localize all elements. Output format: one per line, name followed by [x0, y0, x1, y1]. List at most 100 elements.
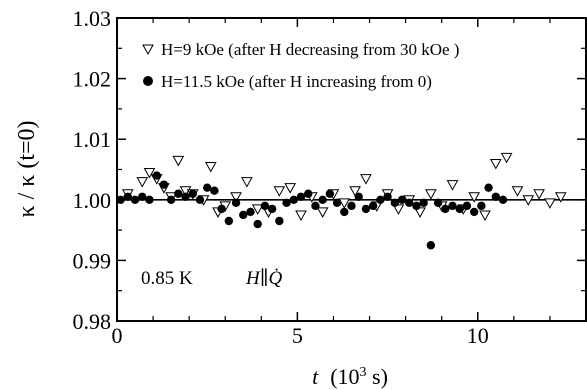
x-axis-label-tail: s) [367, 364, 388, 389]
data-point-circle [217, 204, 226, 214]
x-tick-label: 10 [467, 323, 489, 348]
data-point-circle [202, 183, 212, 192]
data-point-circle [441, 204, 450, 214]
data-point-triangle [468, 192, 481, 203]
data-point-circle [419, 198, 428, 208]
data-point-circle [188, 189, 197, 198]
data-point-triangle [295, 210, 307, 221]
data-point-circle [239, 210, 248, 220]
data-point-circle [368, 201, 378, 211]
data-point-triangle [349, 186, 361, 197]
data-point-triangle [230, 192, 242, 203]
legend-marker-triangle [142, 44, 154, 56]
y-tick-label: 0.98 [73, 309, 112, 334]
data-point-circle [224, 216, 234, 226]
data-point-triangle [446, 180, 459, 191]
x-axis-label-exponent: 3 [360, 365, 367, 380]
data-point-triangle [143, 168, 156, 179]
data-point-triangle [241, 177, 253, 188]
data-point-triangle [522, 195, 535, 206]
y-tick-label: 1.00 [73, 188, 112, 213]
data-point-triangle [172, 155, 185, 167]
data-point-circle [383, 192, 392, 201]
data-point-triangle [511, 186, 524, 197]
x-axis-label: t (103 s) [312, 364, 388, 389]
y-tick-label: 0.99 [73, 248, 112, 273]
data-point-triangle [479, 210, 491, 221]
data-point-circle [498, 195, 508, 204]
data-point-circle [318, 195, 327, 204]
data-point-triangle [338, 198, 351, 209]
data-point-circle [282, 198, 291, 208]
data-point-circle [469, 207, 479, 217]
legend: H=9 kOe (after H decreasing from 30 kOe … [142, 40, 459, 91]
data-point-circle [448, 201, 457, 211]
data-point-circle [340, 207, 349, 217]
data-point-circle [246, 207, 255, 217]
data-point-triangle [533, 189, 545, 200]
field-direction-annotation: H∥Q̇ [245, 267, 282, 289]
data-point-circle [267, 204, 277, 214]
series-filled-circles [116, 171, 508, 250]
data-point-circle [405, 198, 414, 208]
data-point-circle [159, 180, 169, 189]
x-tick-label: 5 [292, 323, 303, 348]
data-point-circle [332, 198, 342, 208]
y-tick-label: 1.01 [73, 127, 112, 152]
data-point-circle [361, 204, 371, 214]
data-point-circle [354, 192, 363, 201]
y-tick-labels: 0.98 0.99 1.00 1.01 1.02 1.03 [73, 6, 112, 334]
data-point-triangle [316, 207, 329, 218]
x-tick-label: 0 [112, 323, 123, 348]
data-point-triangle [489, 158, 502, 170]
data-point-triangle [251, 204, 264, 215]
data-point-circle [390, 198, 399, 208]
data-point-circle [289, 195, 298, 204]
axis-ticks [116, 17, 586, 322]
data-point-triangle [544, 198, 556, 209]
y-axis-label: κ / κ (t=0) [14, 120, 40, 217]
data-point-circle [397, 195, 407, 204]
data-point-triangle [500, 152, 513, 164]
data-point-circle [311, 201, 320, 211]
data-point-triangle [554, 192, 567, 203]
data-point-circle [484, 183, 493, 192]
data-point-circle [462, 201, 472, 211]
data-point-circle [412, 201, 421, 211]
data-point-circle [130, 195, 140, 204]
data-point-circle [181, 192, 190, 201]
data-point-circle [491, 192, 501, 201]
data-point-triangle [204, 161, 217, 173]
data-point-circle [210, 186, 219, 195]
data-point-circle [433, 198, 443, 208]
data-point-circle [231, 198, 241, 208]
data-point-circle [275, 216, 284, 226]
data-point-circle [260, 201, 270, 211]
y-tick-label: 1.02 [73, 67, 112, 92]
data-point-circle [296, 192, 306, 201]
data-point-circle [116, 195, 125, 204]
data-point-circle [152, 171, 161, 180]
legend-marker-circle [143, 76, 153, 86]
x-axis-label-unit: (10 [330, 364, 359, 389]
data-point-triangle [136, 177, 149, 188]
data-point-circle [138, 192, 147, 201]
y-tick-label: 1.03 [73, 6, 112, 31]
data-point-triangle [273, 186, 286, 197]
data-point-circle [123, 192, 133, 201]
data-point-circle [376, 195, 385, 204]
data-point-circle [304, 189, 313, 198]
data-point-circle [253, 219, 262, 229]
data-point-triangle [284, 183, 297, 194]
data-point-triangle [425, 189, 437, 200]
data-point-circle [195, 195, 205, 204]
data-point-circle [145, 195, 154, 204]
legend-label-series-1: H=9 kOe (after H decreasing from 30 kOe … [161, 40, 459, 59]
data-point-circle [166, 195, 176, 204]
x-tick-labels: 0 5 10 [112, 323, 489, 348]
x-axis-label-variable: t [312, 364, 319, 389]
data-point-circle [347, 201, 356, 211]
temperature-annotation: 0.85 K [141, 268, 193, 289]
data-point-circle [455, 204, 464, 214]
